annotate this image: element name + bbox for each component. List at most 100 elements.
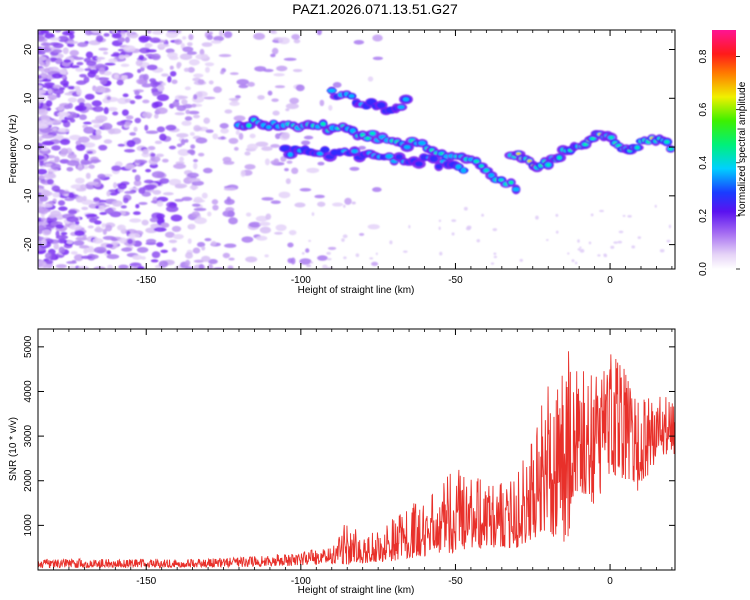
spectrogram-cell xyxy=(137,266,145,269)
spectrogram-ridge-cell xyxy=(385,154,394,159)
spectrogram-cell xyxy=(204,238,212,242)
spectrogram-cell xyxy=(189,185,199,190)
spectrogram-cell xyxy=(157,43,170,48)
spectrogram-cell xyxy=(147,145,156,151)
spectrogram-cell xyxy=(69,224,82,230)
spectrogram-cell xyxy=(259,226,272,234)
spectrogram-cell xyxy=(111,32,122,39)
spectrogram-cell xyxy=(164,231,175,238)
spectrogram-cell xyxy=(272,110,280,116)
x-tick-label: -100 xyxy=(291,275,311,286)
spectrogram-cell xyxy=(38,179,41,183)
spectrogram-ridge-cell xyxy=(351,149,359,154)
spectrogram-cell xyxy=(60,119,68,123)
y-tick-label: 1000 xyxy=(23,514,34,537)
spectrogram-cell xyxy=(84,93,95,100)
spectrogram-cell xyxy=(195,90,208,98)
spectrogram-cell xyxy=(439,251,443,256)
spectrogram-cell xyxy=(181,120,192,126)
spectrogram-cell xyxy=(187,238,192,245)
spectrogram-ridge-cell xyxy=(546,163,550,167)
y-tick-label: -10 xyxy=(23,188,34,203)
spectrogram-cell xyxy=(157,84,165,92)
spectrogram-cell xyxy=(145,238,157,244)
spectrogram-cell xyxy=(622,214,626,217)
spectrogram-cell xyxy=(55,230,60,238)
spectrogram-cell xyxy=(289,97,299,104)
spectrogram-cell xyxy=(301,252,305,255)
spectrogram-cell xyxy=(201,42,213,47)
spectrogram-cell xyxy=(493,252,497,255)
spectrogram-cell xyxy=(403,250,408,253)
spectrogram-cell xyxy=(172,100,180,108)
spectrogram-cell xyxy=(245,212,252,217)
spectrogram-cell xyxy=(224,109,233,114)
spectrogram-cell xyxy=(273,73,285,77)
spectrogram-cell xyxy=(188,59,200,66)
x-tick-label: 0 xyxy=(607,275,613,286)
spectrogram-cell xyxy=(180,138,186,146)
spectrogram-cell xyxy=(268,30,277,34)
spectrogram-cell xyxy=(84,68,92,72)
spectrogram-cell xyxy=(152,30,164,35)
spectrogram-cell xyxy=(284,167,289,172)
spectrogram-cell xyxy=(85,213,98,218)
spectrogram-cell xyxy=(203,96,216,100)
spectrogram-cell xyxy=(597,254,601,257)
spectrogram-cell xyxy=(133,126,138,132)
spectrogram-cell xyxy=(70,251,78,255)
spectrogram-cell xyxy=(134,174,141,182)
spectrogram-cell xyxy=(244,164,256,170)
spectrogram-cell xyxy=(178,95,188,99)
spectrogram-cell xyxy=(51,145,61,151)
spectrogram-cell xyxy=(351,201,356,205)
spectrogram-cell xyxy=(326,251,331,255)
snr-y-label: SNR (10 * v/v) xyxy=(8,417,19,481)
spectrogram-cell xyxy=(372,187,382,193)
spectrogram-cell xyxy=(52,192,61,198)
spectrogram-cell xyxy=(57,105,65,111)
spectrogram-cell xyxy=(303,135,314,140)
spectrogram-cell xyxy=(38,75,42,79)
spectrogram-cell xyxy=(145,49,157,53)
spectrogram-cell xyxy=(38,142,43,150)
x-tick-label: -100 xyxy=(291,576,311,587)
spectrogram-cell xyxy=(211,199,219,205)
spectrogram-cell xyxy=(590,213,594,217)
spectrogram-cell xyxy=(371,261,379,267)
spectrogram-ridge-cell xyxy=(474,160,479,163)
spectrogram-cell xyxy=(369,257,374,260)
spectrogram-cell xyxy=(151,53,161,61)
colorbar-tick-label: 0.4 xyxy=(698,155,709,169)
spectrogram-cell xyxy=(152,82,161,86)
spectrogram-cell xyxy=(69,118,76,123)
spectrogram-cell xyxy=(74,230,85,237)
spectrogram-cell xyxy=(311,212,315,216)
spectrogram-cell xyxy=(466,225,472,230)
spectrogram-cell xyxy=(206,34,213,41)
spectrogram-cell xyxy=(270,200,281,205)
spectrogram-cell xyxy=(69,134,82,141)
spectrogram-cell xyxy=(67,97,78,103)
spectrogram-cell xyxy=(52,49,63,54)
spectrogram-cell xyxy=(142,73,149,81)
y-tick-label: 10 xyxy=(23,92,34,104)
spectrogram-cell xyxy=(372,34,383,42)
spectrogram-cell xyxy=(167,75,172,83)
spectrogram-cell xyxy=(73,85,81,90)
spectrogram-cell xyxy=(189,132,195,136)
spectrogram-cell xyxy=(187,149,196,154)
spectrogram-cell xyxy=(145,43,153,48)
spectrogram-cell xyxy=(174,112,185,116)
spectrogram-cell xyxy=(187,172,199,178)
spectrogram-cell xyxy=(99,77,108,85)
spectrogram-cell xyxy=(195,137,208,144)
spectrogram-cell xyxy=(175,30,182,34)
spectrogram-ridge-cell xyxy=(479,164,484,168)
spectrogram-cell xyxy=(87,181,100,186)
spectrogram-cell xyxy=(579,248,585,253)
x-tick-label: -50 xyxy=(448,576,463,587)
spectrogram-cell xyxy=(253,32,266,40)
spectrogram-cell xyxy=(117,183,127,190)
spectrogram-cell xyxy=(310,261,314,264)
